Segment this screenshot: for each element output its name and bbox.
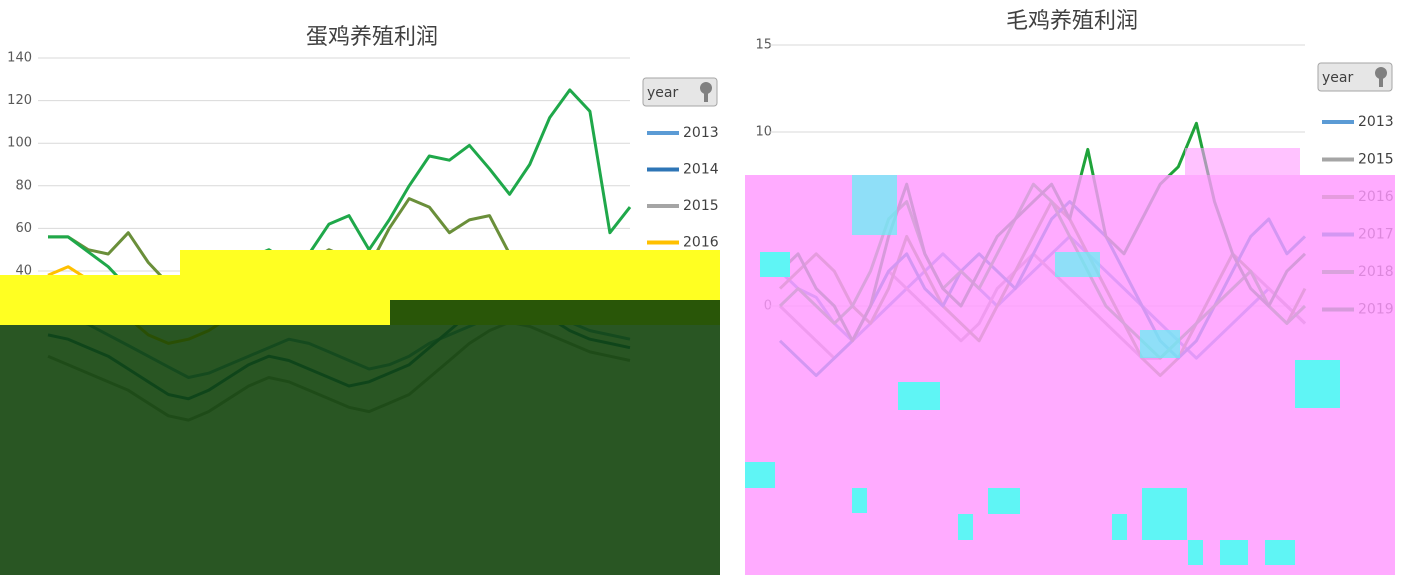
chart-title: 蛋鸡养殖利润	[306, 25, 438, 50]
legend-label: 2015	[1358, 152, 1394, 168]
filter-button[interactable]: year	[1317, 62, 1393, 92]
legend-label: 2016	[683, 235, 719, 251]
y-tick-label: 60	[15, 221, 32, 236]
y-tick-label: 100	[7, 136, 32, 151]
series-line	[778, 200, 1307, 378]
legend-label: 2013	[683, 125, 719, 141]
series-line	[48, 197, 631, 303]
series-line	[48, 88, 632, 316]
filter-icon	[700, 82, 712, 94]
legend-label: 2016	[1358, 189, 1394, 205]
legend-label: 2018	[1358, 264, 1394, 280]
series-line	[47, 320, 631, 422]
filter-button-box	[642, 77, 718, 107]
series-line	[778, 200, 1307, 378]
series-line	[778, 182, 1307, 360]
filter-button[interactable]: year	[642, 77, 718, 107]
filter-icon	[1379, 75, 1383, 87]
y-tick-label: 120	[7, 93, 32, 108]
y-tick-label: 15	[755, 38, 772, 53]
legend-label: 2017	[1358, 227, 1394, 243]
filter-label: year	[1322, 70, 1353, 86]
legend-label: 2013	[1358, 114, 1394, 130]
filter-button-box	[1317, 62, 1393, 92]
legend-label: 2014	[683, 162, 719, 178]
y-tick-label: 80	[15, 178, 32, 193]
y-tick-label: 10	[755, 125, 772, 140]
filter-icon	[704, 90, 708, 102]
y-tick-label: 40	[15, 264, 32, 279]
legend-label: 2015	[683, 198, 719, 214]
chart-title: 毛鸡养殖利润	[1006, 9, 1138, 34]
series-line	[778, 234, 1307, 360]
series-line	[47, 307, 631, 379]
y-tick-label: 140	[7, 51, 32, 66]
filter-label: year	[647, 85, 678, 101]
legend-label: 2019	[1358, 302, 1394, 318]
series-line	[778, 121, 1307, 343]
filter-icon	[1375, 67, 1387, 79]
